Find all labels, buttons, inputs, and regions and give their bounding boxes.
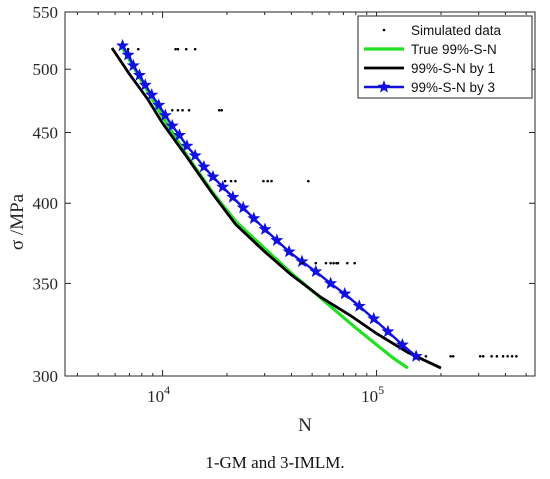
star-marker	[197, 159, 211, 173]
data-point	[187, 108, 191, 112]
figure-caption: 1-GM and 3-IMLM.	[205, 453, 345, 472]
data-point	[174, 47, 177, 51]
data-point	[324, 261, 328, 265]
data-point	[353, 261, 356, 265]
legend: Simulated data True 99%-S-N 99%-S-N by 1 99…	[357, 15, 533, 99]
star-marker	[132, 68, 146, 81]
data-point	[307, 179, 310, 183]
data-point	[515, 355, 518, 358]
data-point	[451, 355, 455, 358]
star-marker	[152, 98, 166, 111]
data-point	[449, 355, 452, 358]
data-point	[270, 179, 273, 183]
star-marker	[409, 349, 423, 362]
x-axis-label: N	[298, 415, 312, 436]
series-line	[110, 47, 442, 370]
data-point	[490, 355, 493, 358]
legend-label: 99%-S-N by 3	[411, 80, 495, 95]
data-point	[223, 179, 227, 183]
data-point	[301, 261, 304, 265]
y-tick-label: 300	[33, 367, 59, 386]
series-line	[121, 47, 409, 370]
x-tick-label: 105	[361, 383, 384, 406]
star-marker	[367, 311, 381, 325]
star-marker	[236, 200, 250, 214]
data-point	[332, 261, 335, 265]
y-axis-label: σ /MPa	[7, 193, 28, 250]
y-tick-label: 350	[33, 274, 59, 293]
y-tick-label: 450	[33, 124, 59, 143]
data-point	[510, 355, 514, 358]
data-point	[329, 261, 332, 265]
data-point	[506, 355, 509, 358]
star-marker	[258, 222, 272, 235]
data-point	[126, 47, 130, 51]
data-point	[481, 355, 485, 358]
data-point	[336, 261, 340, 265]
data-point	[234, 179, 237, 183]
star-marker	[172, 128, 187, 141]
data-point	[176, 108, 180, 112]
data-point	[262, 179, 265, 183]
star-marker	[158, 108, 172, 121]
star-marker	[126, 58, 140, 72]
star-marker	[145, 88, 159, 101]
data-point	[181, 108, 184, 112]
star-marker	[309, 264, 323, 278]
data-point	[176, 47, 180, 51]
star-marker	[324, 276, 338, 289]
data-point	[314, 261, 318, 265]
star-marker	[338, 286, 352, 300]
legend-label: True 99%-S-N	[411, 42, 497, 57]
star-marker	[381, 324, 395, 338]
data-point	[184, 47, 188, 51]
legend-star-marker	[377, 80, 391, 93]
star-marker	[180, 139, 194, 152]
star-marker	[116, 38, 130, 52]
data-point	[495, 355, 499, 358]
star-marker	[352, 299, 366, 312]
star-marker	[138, 78, 152, 91]
star-marker	[270, 233, 284, 246]
star-marker	[226, 190, 240, 203]
data-point	[501, 355, 505, 358]
legend-marker	[382, 28, 386, 32]
legend-box	[357, 15, 533, 99]
star-marker	[206, 169, 220, 183]
y-tick-label: 500	[33, 60, 59, 79]
data-point	[136, 47, 140, 51]
data-point	[424, 355, 428, 358]
y-tick-label: 550	[33, 3, 59, 22]
data-point	[478, 355, 482, 358]
star-marker	[247, 211, 261, 224]
data-point	[266, 179, 270, 183]
plot-frame	[64, 11, 536, 377]
star-marker	[216, 180, 230, 193]
x-tick-label: 104	[147, 383, 170, 406]
star-marker	[165, 119, 179, 132]
legend-label: 99%-S-N by 1	[411, 61, 495, 76]
data-point	[170, 108, 174, 112]
star-marker	[121, 48, 135, 61]
star-marker	[395, 337, 409, 351]
star-marker	[188, 148, 202, 162]
star-marker	[282, 244, 296, 258]
data-point	[217, 108, 221, 112]
data-point	[229, 179, 233, 183]
y-tick-label: 400	[33, 194, 59, 213]
data-point	[220, 108, 224, 112]
data-point	[193, 47, 197, 51]
data-point	[346, 261, 349, 265]
legend-label: Simulated data	[411, 23, 502, 38]
